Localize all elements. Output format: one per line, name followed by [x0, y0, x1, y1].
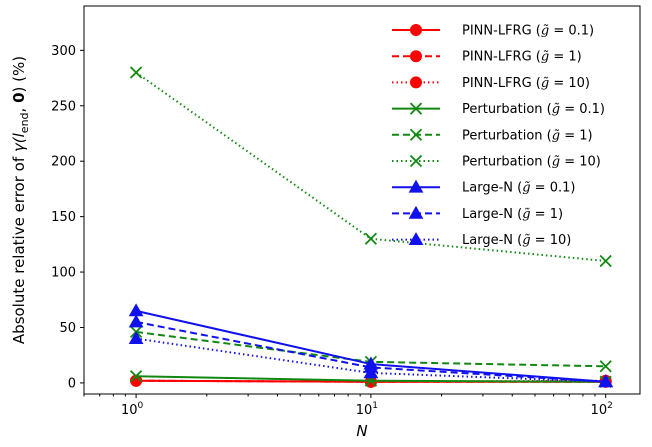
- legend-marker: [408, 232, 424, 245]
- data-point: [363, 365, 379, 379]
- x-tick-label: 100: [121, 401, 144, 418]
- legend-label: Perturbation (g̃ = 0.1): [462, 102, 605, 117]
- y-tick-label: 0: [68, 376, 76, 391]
- x-axis-label: N: [356, 422, 367, 440]
- legend-marker: [410, 50, 422, 63]
- series-6: [129, 66, 612, 268]
- legend-entry-5: Perturbation (g̃ = 1): [392, 128, 593, 143]
- data-point: [129, 370, 143, 383]
- legend-label: Perturbation (g̃ = 1): [462, 128, 593, 143]
- legend-entry-8: Large-N (g̃ = 1): [392, 205, 563, 222]
- data-point: [128, 314, 144, 328]
- legend-label: Large-N (g̃ = 1): [462, 207, 563, 222]
- legend-marker: [409, 154, 423, 168]
- legend-label: PINN-LFRG (g̃ = 0.1): [462, 24, 594, 39]
- legend-label: Large-N (g̃ = 0.1): [462, 181, 575, 196]
- series-line: [135, 71, 606, 262]
- data-point: [129, 66, 143, 79]
- legend-label: PINN-LFRG (g̃ = 1): [462, 50, 582, 65]
- y-tick-label: 50: [59, 321, 76, 336]
- data-point: [128, 303, 144, 317]
- legend-marker: [410, 76, 422, 89]
- legend-entry-4: Perturbation (g̃ = 0.1): [392, 102, 605, 117]
- legend-label: Large-N (g̃ = 10): [462, 233, 571, 248]
- y-tick-label: 150: [51, 210, 76, 225]
- y-axis-label: Absolute relative error of γ(lend, 0) (%…: [10, 56, 31, 344]
- legend-marker: [410, 24, 422, 36]
- plot-frame: [83, 5, 641, 395]
- data-point: [598, 374, 614, 388]
- legend-entry-7: Large-N (g̃ = 0.1): [392, 179, 575, 196]
- legend-marker: [408, 179, 424, 193]
- data-point: [128, 331, 144, 344]
- data-point: [364, 232, 378, 245]
- legend-marker: [409, 102, 423, 115]
- y-tick-label: 200: [51, 155, 76, 170]
- legend-entry-1: PINN-LFRG (g̃ = 0.1): [392, 24, 594, 39]
- y-tick-label: 100: [51, 266, 76, 281]
- series-line: [135, 320, 606, 383]
- legend-label: Perturbation (g̃ = 10): [462, 155, 601, 170]
- legend: PINN-LFRG (g̃ = 0.1) PINN-LFRG (g̃ = 1) PI…: [392, 24, 605, 248]
- series-9: [128, 331, 614, 388]
- x-tick-label: 101: [356, 401, 378, 418]
- legend-marker: [408, 205, 424, 219]
- y-tick-label: 250: [51, 99, 76, 114]
- data-point: [599, 360, 612, 373]
- legend-entry-3: PINN-LFRG (g̃ = 10): [392, 76, 590, 91]
- legend-label: PINN-LFRG (g̃ = 10): [462, 76, 590, 91]
- legend-entry-9: Large-N (g̃ = 10): [392, 232, 571, 248]
- y-tick-label: 300: [51, 44, 76, 59]
- legend-entry-2: PINN-LFRG (g̃ = 1): [392, 50, 582, 65]
- legend-entry-6: Perturbation (g̃ = 10): [392, 155, 601, 170]
- data-point: [599, 254, 612, 268]
- x-tick-label: 102: [591, 401, 613, 418]
- legend-marker: [409, 128, 423, 141]
